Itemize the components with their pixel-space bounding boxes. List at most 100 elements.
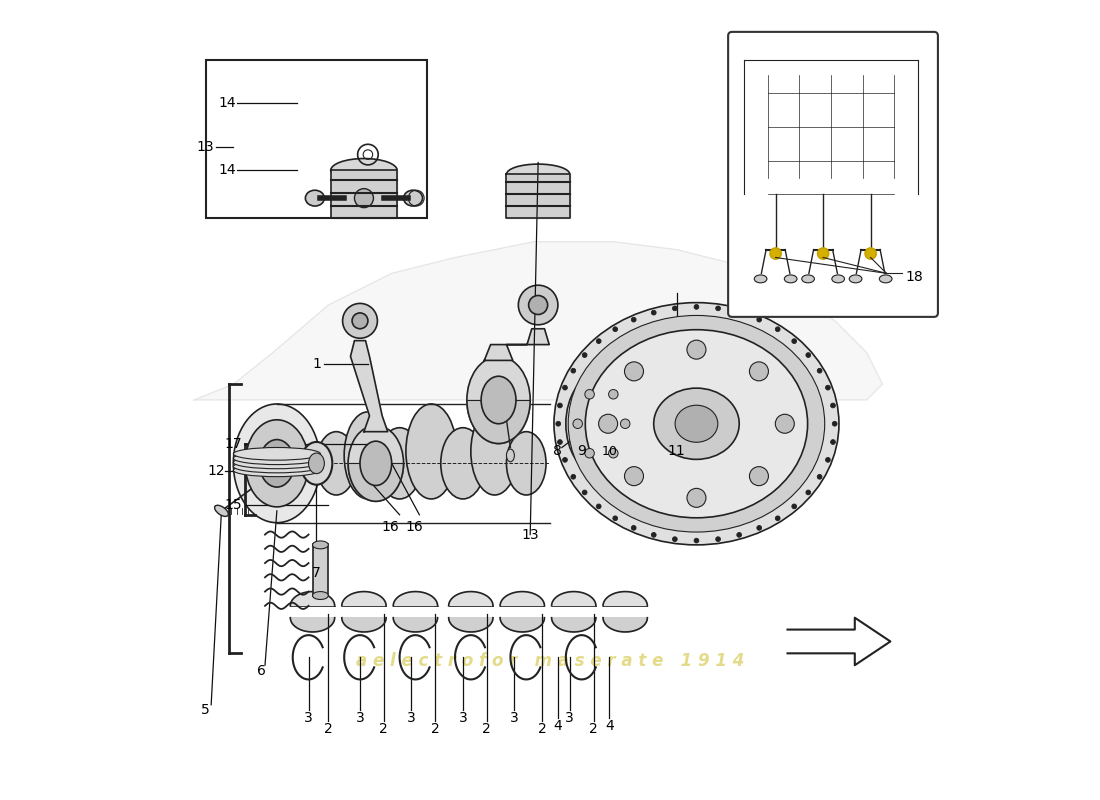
Ellipse shape <box>832 275 845 283</box>
Circle shape <box>631 526 636 530</box>
Polygon shape <box>290 618 334 632</box>
Polygon shape <box>394 592 438 606</box>
Text: 2: 2 <box>538 722 547 735</box>
Circle shape <box>757 526 761 530</box>
Text: 13: 13 <box>197 140 215 154</box>
Text: 7: 7 <box>312 566 321 579</box>
Circle shape <box>737 533 741 538</box>
Circle shape <box>817 368 822 373</box>
Ellipse shape <box>585 330 807 518</box>
Circle shape <box>716 306 720 310</box>
Polygon shape <box>348 463 404 502</box>
Ellipse shape <box>317 432 356 495</box>
Text: 3: 3 <box>565 711 574 726</box>
Ellipse shape <box>233 447 320 460</box>
Circle shape <box>562 458 568 462</box>
Ellipse shape <box>245 420 308 507</box>
Circle shape <box>825 386 830 390</box>
Text: 8: 8 <box>553 445 562 458</box>
Ellipse shape <box>354 189 374 208</box>
Ellipse shape <box>233 460 320 473</box>
Ellipse shape <box>529 295 548 314</box>
Circle shape <box>571 368 575 373</box>
Circle shape <box>596 338 601 343</box>
Ellipse shape <box>471 408 518 495</box>
Ellipse shape <box>348 426 404 502</box>
Text: 16: 16 <box>382 520 399 534</box>
Ellipse shape <box>312 591 328 599</box>
Text: a e l e c t r o f o r   m a s e r a t e   1 9 1 4: a e l e c t r o f o r m a s e r a t e 1 … <box>355 652 745 670</box>
Circle shape <box>608 449 618 458</box>
Circle shape <box>571 474 575 479</box>
Ellipse shape <box>308 453 324 474</box>
Ellipse shape <box>518 286 558 325</box>
Circle shape <box>582 353 587 358</box>
Polygon shape <box>500 592 544 606</box>
Circle shape <box>672 306 678 310</box>
Ellipse shape <box>344 412 392 499</box>
Circle shape <box>585 390 594 399</box>
Circle shape <box>558 440 562 445</box>
Polygon shape <box>603 618 648 632</box>
Ellipse shape <box>406 404 456 499</box>
Text: 14: 14 <box>218 163 235 178</box>
Polygon shape <box>603 592 648 606</box>
Ellipse shape <box>377 428 421 499</box>
Circle shape <box>672 537 678 542</box>
Circle shape <box>776 516 780 521</box>
Text: 3: 3 <box>305 711 312 726</box>
Ellipse shape <box>312 541 328 549</box>
Text: 4: 4 <box>553 719 562 733</box>
Text: 2: 2 <box>324 722 332 735</box>
Ellipse shape <box>233 456 320 469</box>
Circle shape <box>625 362 644 381</box>
Circle shape <box>631 318 636 322</box>
Circle shape <box>694 538 698 543</box>
Circle shape <box>716 537 720 542</box>
Ellipse shape <box>404 190 422 206</box>
Text: 4: 4 <box>605 719 614 733</box>
Circle shape <box>688 340 706 359</box>
Polygon shape <box>500 618 544 632</box>
Ellipse shape <box>466 357 530 443</box>
Text: 16: 16 <box>405 520 422 534</box>
Text: 14: 14 <box>218 96 235 110</box>
Text: 17: 17 <box>224 437 242 450</box>
Polygon shape <box>394 618 438 632</box>
Ellipse shape <box>352 313 367 329</box>
Circle shape <box>865 248 877 259</box>
Ellipse shape <box>755 275 767 283</box>
Ellipse shape <box>233 464 320 477</box>
Circle shape <box>792 338 796 343</box>
Polygon shape <box>194 242 882 400</box>
Ellipse shape <box>879 275 892 283</box>
Ellipse shape <box>233 452 320 465</box>
Circle shape <box>608 390 618 399</box>
Ellipse shape <box>441 428 485 499</box>
Text: 2: 2 <box>431 722 440 735</box>
Ellipse shape <box>342 303 377 338</box>
Circle shape <box>757 318 761 322</box>
Ellipse shape <box>214 506 229 517</box>
Circle shape <box>825 458 830 462</box>
Circle shape <box>776 327 780 331</box>
Polygon shape <box>484 329 549 361</box>
Circle shape <box>806 353 811 358</box>
Circle shape <box>613 327 617 331</box>
Ellipse shape <box>653 388 739 459</box>
Polygon shape <box>466 400 530 443</box>
Circle shape <box>556 422 561 426</box>
Polygon shape <box>290 592 334 606</box>
Text: 12: 12 <box>207 464 224 478</box>
Circle shape <box>582 490 587 495</box>
Ellipse shape <box>849 275 862 283</box>
Circle shape <box>573 419 583 429</box>
Ellipse shape <box>569 315 825 532</box>
Circle shape <box>737 310 741 315</box>
FancyBboxPatch shape <box>728 32 938 317</box>
Polygon shape <box>342 618 386 632</box>
Circle shape <box>749 466 769 486</box>
Ellipse shape <box>675 406 718 442</box>
Text: 5: 5 <box>201 703 210 718</box>
Ellipse shape <box>300 442 332 485</box>
